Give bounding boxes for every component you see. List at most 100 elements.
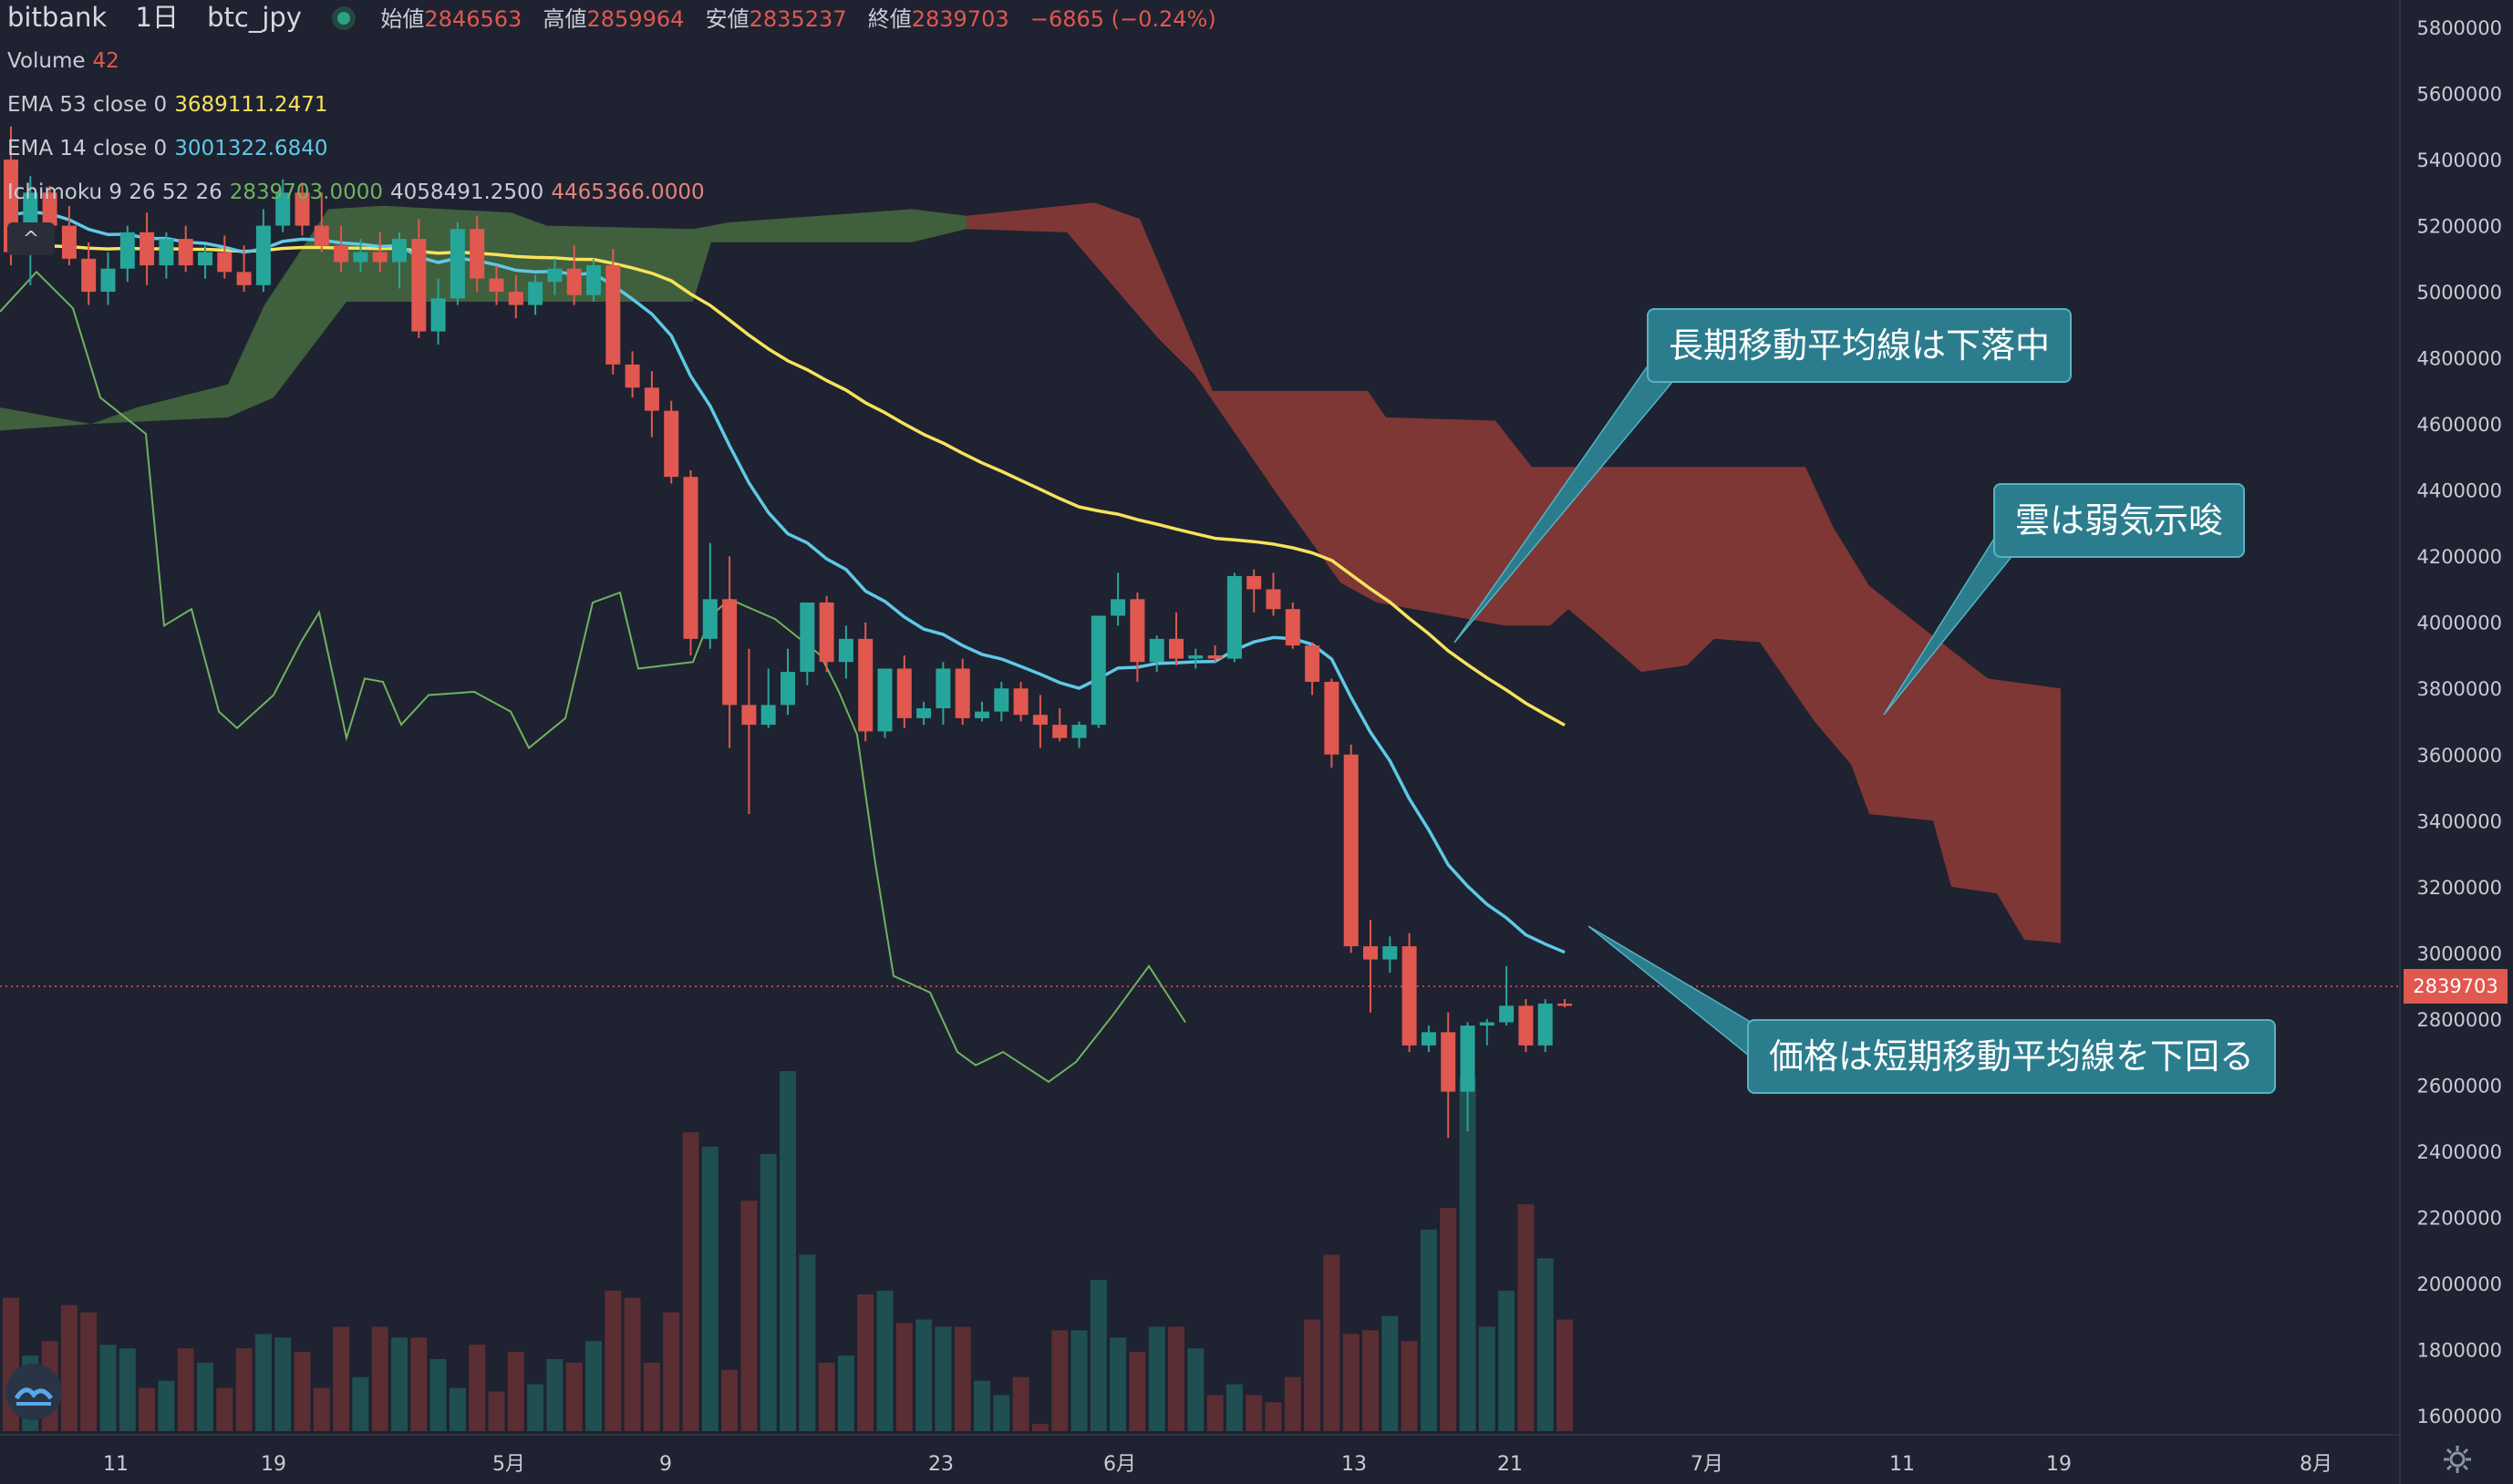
volume-bar	[605, 1290, 622, 1431]
candle-body	[896, 668, 912, 718]
volume-bar	[216, 1387, 233, 1431]
volume-bar	[915, 1319, 933, 1431]
y-tick-label: 4600000	[2416, 414, 2502, 436]
candle-body	[1130, 599, 1145, 663]
volume-bar	[721, 1369, 739, 1431]
volume-bar	[139, 1387, 156, 1431]
interval-label[interactable]: 1日	[135, 2, 179, 33]
volume-bar	[80, 1312, 98, 1431]
ichimoku-legend[interactable]: Ichimoku 9 26 52 26 2839703.0000 4058491.2…	[7, 179, 712, 206]
brand-logo-icon[interactable]	[5, 1364, 62, 1420]
candle-body	[819, 602, 834, 663]
y-tick-label: 5800000	[2416, 17, 2502, 39]
y-tick-label: 2400000	[2416, 1141, 2502, 1163]
volume-bar	[740, 1201, 758, 1431]
volume-bar	[1110, 1337, 1127, 1431]
volume-bar	[818, 1362, 835, 1431]
pointer-price	[1587, 925, 1750, 1057]
volume-bar	[60, 1304, 78, 1431]
ema53-legend[interactable]: EMA 53 close 0 3689111.2471	[7, 91, 335, 119]
y-tick-label: 4200000	[2416, 546, 2502, 568]
candle-body	[1363, 946, 1378, 960]
ema53-label: EMA 53 close 0	[7, 93, 168, 117]
y-tick-label: 3200000	[2416, 877, 2502, 899]
ema14-label: EMA 14 close 0	[7, 137, 168, 160]
x-tick-label: 6月	[1103, 1453, 1136, 1476]
candle-body	[100, 268, 116, 293]
symbol-name[interactable]: btc_jpy	[207, 2, 302, 33]
candlesticks	[4, 126, 1572, 1139]
candle-body	[1460, 1025, 1475, 1092]
volume-bar	[177, 1348, 194, 1431]
lagging-span-line	[0, 270, 1186, 1084]
callout-cloud: 雲は弱気示唆	[1993, 483, 2246, 558]
volume-bar	[1420, 1229, 1437, 1431]
volume-bar	[1459, 1077, 1476, 1431]
y-tick-label: 1600000	[2416, 1406, 2502, 1427]
candle-body	[295, 192, 310, 226]
volume-bar	[1187, 1348, 1205, 1431]
volume-bar	[294, 1352, 311, 1431]
candle-body	[119, 232, 135, 269]
candle-body	[1207, 654, 1223, 659]
cloud-bullish	[0, 205, 967, 431]
volume-bar	[488, 1391, 505, 1431]
candle-body	[975, 711, 989, 718]
last-price-label: 2839703	[2404, 969, 2508, 1004]
candle-body	[566, 268, 582, 295]
candle-body	[217, 252, 233, 273]
candle-body	[198, 252, 212, 266]
candle-body	[411, 239, 427, 332]
volume-legend[interactable]: Volume 42	[7, 47, 127, 75]
candle-body	[1285, 609, 1300, 646]
candle-body	[858, 638, 874, 732]
volume-bar	[313, 1387, 330, 1431]
ichimoku-value-1: 2839703.0000	[229, 180, 384, 204]
candle-body	[760, 705, 776, 726]
candle-body	[140, 232, 155, 266]
ema14-legend[interactable]: EMA 14 close 0 3001322.6840	[7, 135, 335, 162]
y-tick-label: 2800000	[2416, 1009, 2502, 1031]
volume-bar	[333, 1326, 350, 1431]
volume-bar	[546, 1359, 564, 1431]
volume-bar	[429, 1359, 447, 1431]
close-value: 2839703	[911, 6, 1009, 32]
volume-bar	[119, 1348, 136, 1431]
collapse-legend-button[interactable]: ^	[7, 222, 55, 255]
y-tick-label: 3800000	[2416, 678, 2502, 700]
candle-body	[838, 638, 853, 663]
volume-bar	[391, 1337, 408, 1431]
exchange-name: bitbank	[7, 2, 108, 33]
candle-body	[1013, 688, 1029, 716]
volume-bar	[1070, 1330, 1088, 1431]
callout-long-ma: 長期移動平均線は下落中	[1647, 308, 2073, 383]
symbol-header[interactable]: bitbank 1日 btc_jpy 始値2846563 高値2859964 安…	[7, 4, 1229, 33]
candle-body	[955, 668, 970, 718]
candle-body	[994, 688, 1009, 712]
settings-gear-icon[interactable]	[2442, 1444, 2473, 1475]
volume-bar	[1031, 1424, 1049, 1431]
volume-label: Volume	[7, 49, 86, 73]
volume-bar	[1517, 1204, 1535, 1431]
volume-bar	[935, 1326, 952, 1431]
volume-bar	[1478, 1326, 1495, 1431]
candle-body	[1401, 946, 1417, 1046]
volume-bar	[1168, 1326, 1184, 1431]
high-label: 高値	[543, 6, 587, 32]
volume-bar	[274, 1337, 292, 1431]
x-tick-label: 23	[928, 1453, 954, 1476]
x-tick-label: 19	[261, 1453, 286, 1476]
y-tick-label: 3400000	[2416, 810, 2502, 832]
volume-bar	[1401, 1341, 1418, 1431]
candle-body	[1188, 654, 1204, 659]
candle-body	[1421, 1032, 1436, 1046]
x-tick-label: 8月	[2300, 1453, 2332, 1476]
candle-body	[1479, 1022, 1494, 1026]
volume-bar	[624, 1297, 641, 1431]
candle-body	[586, 265, 601, 295]
volume-bar	[158, 1380, 175, 1431]
candle-body	[605, 265, 621, 365]
candle-body	[314, 225, 329, 246]
